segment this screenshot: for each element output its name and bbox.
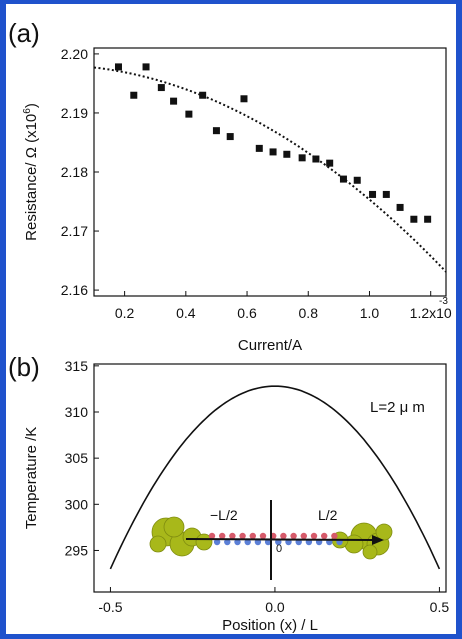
- atom: [195, 533, 213, 551]
- x-tick-label: -0.5: [98, 599, 122, 615]
- data-point: [170, 97, 178, 105]
- chain-atom: [321, 532, 328, 540]
- data-point: [240, 95, 248, 103]
- x-tick-label: 0.2: [115, 305, 135, 321]
- data-point: [226, 133, 234, 141]
- y-tick-label: 2.17: [61, 223, 88, 239]
- chain-atom: [331, 532, 338, 540]
- x-tick-exponent-a: -3: [439, 296, 448, 307]
- chain-atom: [219, 532, 226, 540]
- chain-atom: [234, 538, 241, 546]
- x-tick-label: 1.2x10: [410, 305, 452, 321]
- x-tick-label: 1.0: [360, 305, 380, 321]
- chain-atom: [300, 532, 307, 540]
- electrode-atom-clusters: [149, 516, 393, 560]
- y-axis-label-a-close: ): [23, 103, 40, 108]
- chain-atom: [249, 532, 256, 540]
- chain-atom: [280, 532, 287, 540]
- y-tick-label: 300: [65, 496, 89, 512]
- y-axis-label-a-main: Resistance/ Ω (x10: [23, 114, 40, 241]
- x-tick-label: 0.5: [430, 599, 450, 615]
- chain-atom: [224, 538, 231, 546]
- x-axis-label-b: Position (x) / L: [222, 617, 318, 634]
- nanowire-illustration: −L/2 L/2 0: [149, 500, 393, 580]
- data-point: [199, 91, 207, 99]
- data-point: [255, 144, 263, 152]
- data-point: [396, 203, 404, 211]
- chain-atom: [239, 532, 246, 540]
- data-point: [339, 175, 347, 183]
- y-tick-label: 2.18: [61, 164, 88, 180]
- inset-label-right: L/2: [318, 507, 338, 523]
- data-point: [326, 159, 334, 167]
- inset-label-left: −L/2: [210, 507, 238, 523]
- svg-text:Resistance/ Ω (x106): Resistance/ Ω (x106): [22, 103, 40, 241]
- chain-atom: [244, 538, 251, 546]
- x-tick-label: 0.0: [265, 599, 285, 615]
- data-point: [410, 215, 418, 223]
- chain-atom: [310, 532, 318, 540]
- data-point: [269, 148, 277, 156]
- panel-label-a: (a): [8, 18, 40, 48]
- y-tick-label: 2.16: [61, 282, 88, 298]
- annotation-length: L=2 μ m: [370, 399, 425, 416]
- chain-atom: [290, 532, 297, 540]
- data-points-a: [114, 63, 432, 223]
- x-tick-label: 0.8: [299, 305, 319, 321]
- y-tick-label: 315: [65, 358, 89, 374]
- x-ticks-b: -0.5 0.0 0.5: [98, 587, 449, 615]
- y-tick-label: 2.20: [61, 46, 88, 62]
- atom: [149, 535, 167, 553]
- chain-atom: [213, 538, 221, 546]
- chain-atom: [259, 532, 267, 540]
- data-point: [298, 154, 306, 162]
- data-point: [424, 215, 432, 223]
- data-point: [312, 155, 320, 163]
- chain-atom: [208, 532, 216, 540]
- inset-label-center: 0: [276, 543, 282, 555]
- data-point: [382, 190, 390, 198]
- atom: [362, 544, 378, 560]
- y-ticks-a: 2.16 2.17 2.18 2.19 2.20: [61, 46, 99, 298]
- atom: [375, 523, 393, 541]
- data-point: [157, 84, 165, 92]
- y-axis-label-a-exp: 6: [22, 108, 33, 114]
- plot-frame-b: [93, 363, 447, 593]
- chart-a: (a) 2.16 2.17 2.18 2.19 2.20 0.2 0.4 0.6 0.8 1.0…: [8, 18, 452, 354]
- x-tick-label: 0.6: [237, 305, 257, 321]
- data-point: [369, 190, 377, 198]
- x-ticks-a: 0.2 0.4 0.6 0.8 1.0 1.2x10: [115, 291, 452, 321]
- data-point: [283, 150, 291, 158]
- fit-curve-a: [93, 66, 447, 273]
- data-point: [130, 91, 138, 99]
- y-tick-label: 305: [65, 450, 89, 466]
- data-point: [353, 176, 361, 184]
- chain-atom: [254, 538, 262, 546]
- plot-frame-a: [93, 47, 447, 297]
- y-axis-label-b: Temperature /K: [23, 427, 40, 530]
- figure-svg: (a) 2.16 2.17 2.18 2.19 2.20 0.2 0.4 0.6 0.8 1.0…: [8, 18, 452, 634]
- x-tick-label: 0.4: [176, 305, 196, 321]
- y-tick-label: 295: [65, 542, 89, 558]
- chain-atom: [229, 532, 236, 540]
- temperature-curve: [109, 385, 441, 570]
- position-arrow-line: [185, 538, 373, 541]
- y-tick-label: 2.19: [61, 105, 88, 121]
- atom: [163, 516, 185, 538]
- chart-b: (b) 295 300 305 310 315 -0.5 0.0 0.5 L=2 μ m P…: [8, 352, 449, 634]
- y-axis-label-b-wrap: Temperature /K: [23, 427, 40, 530]
- y-axis-label-a: Resistance/ Ω (x106): [22, 103, 40, 241]
- y-ticks-b: 295 300 305 310 315: [65, 358, 99, 558]
- data-point: [212, 127, 220, 135]
- data-point: [185, 110, 193, 118]
- data-point: [142, 63, 150, 71]
- panel-label-b: (b): [8, 352, 40, 382]
- position-arrow-head: [372, 535, 384, 545]
- data-point: [114, 63, 122, 71]
- y-tick-label: 310: [65, 404, 89, 420]
- figure-panel: (a) 2.16 2.17 2.18 2.19 2.20 0.2 0.4 0.6 0.8 1.0…: [6, 4, 456, 634]
- x-axis-label-a: Current/A: [238, 337, 302, 354]
